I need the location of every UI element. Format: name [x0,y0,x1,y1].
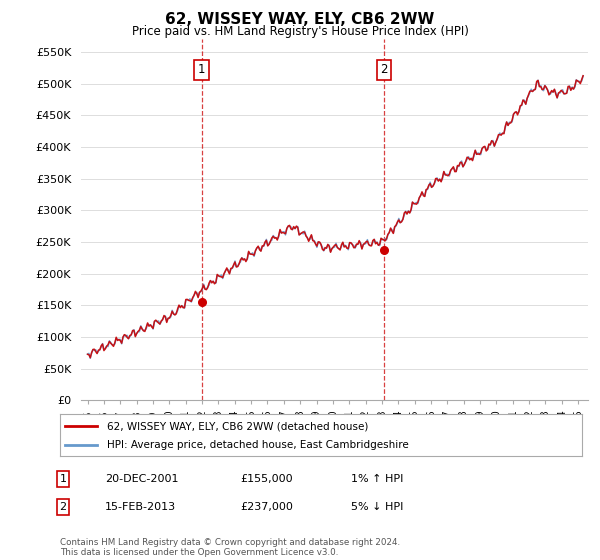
Text: £155,000: £155,000 [240,474,293,484]
Text: 1: 1 [198,63,205,76]
Text: 20-DEC-2001: 20-DEC-2001 [105,474,179,484]
Text: Price paid vs. HM Land Registry's House Price Index (HPI): Price paid vs. HM Land Registry's House … [131,25,469,38]
Text: 5% ↓ HPI: 5% ↓ HPI [351,502,403,512]
Text: HPI: Average price, detached house, East Cambridgeshire: HPI: Average price, detached house, East… [107,440,409,450]
Text: 1: 1 [59,474,67,484]
Text: 1% ↑ HPI: 1% ↑ HPI [351,474,403,484]
Text: £237,000: £237,000 [240,502,293,512]
Text: 2: 2 [380,63,388,76]
Text: 62, WISSEY WAY, ELY, CB6 2WW: 62, WISSEY WAY, ELY, CB6 2WW [166,12,434,27]
Text: 15-FEB-2013: 15-FEB-2013 [105,502,176,512]
Text: Contains HM Land Registry data © Crown copyright and database right 2024.
This d: Contains HM Land Registry data © Crown c… [60,538,400,557]
Text: 2: 2 [59,502,67,512]
Text: 62, WISSEY WAY, ELY, CB6 2WW (detached house): 62, WISSEY WAY, ELY, CB6 2WW (detached h… [107,421,368,431]
